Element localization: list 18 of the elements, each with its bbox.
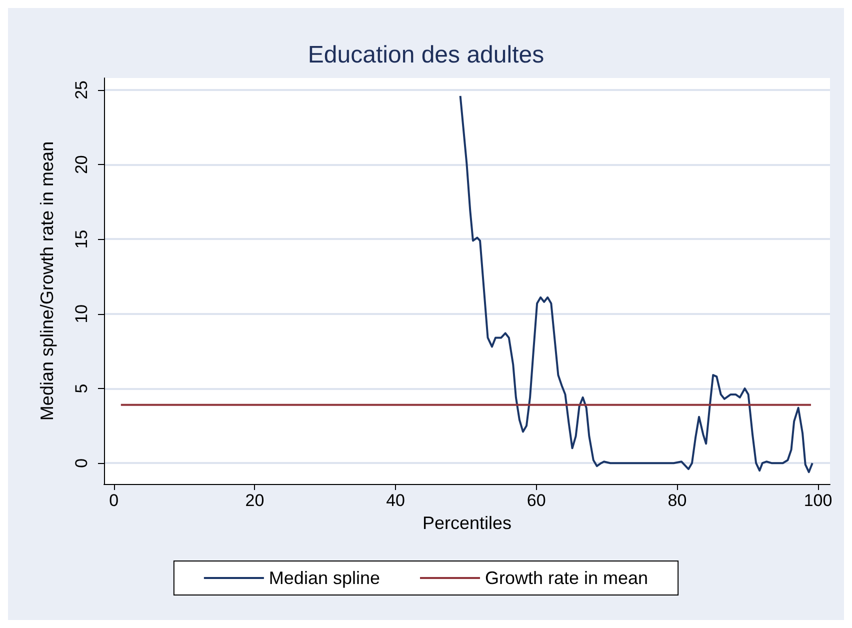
y-tick-label: 25 [72, 80, 91, 100]
y-tick-label: 20 [72, 155, 91, 174]
y-tick-label: 10 [72, 304, 91, 324]
y-tick-label: 5 [72, 384, 91, 394]
x-tick-label: 0 [109, 491, 119, 510]
x-tick-label: 100 [804, 491, 832, 510]
chart-title: Education des adultes [308, 42, 544, 68]
legend-label: Growth rate in mean [485, 568, 648, 588]
y-axis-title: Median spline/Growth rate in mean [37, 141, 57, 421]
x-tick-label: 60 [526, 491, 546, 510]
y-tick-label: 15 [72, 230, 91, 249]
x-axis-title: Percentiles [422, 512, 512, 533]
line-series [459, 94, 814, 474]
legend-label: Median spline [268, 568, 380, 588]
x-tick-label: 80 [668, 491, 687, 510]
y-tick-label: 0 [72, 458, 91, 468]
x-tick-label: 20 [245, 491, 264, 510]
x-tick-label: 40 [386, 491, 405, 510]
